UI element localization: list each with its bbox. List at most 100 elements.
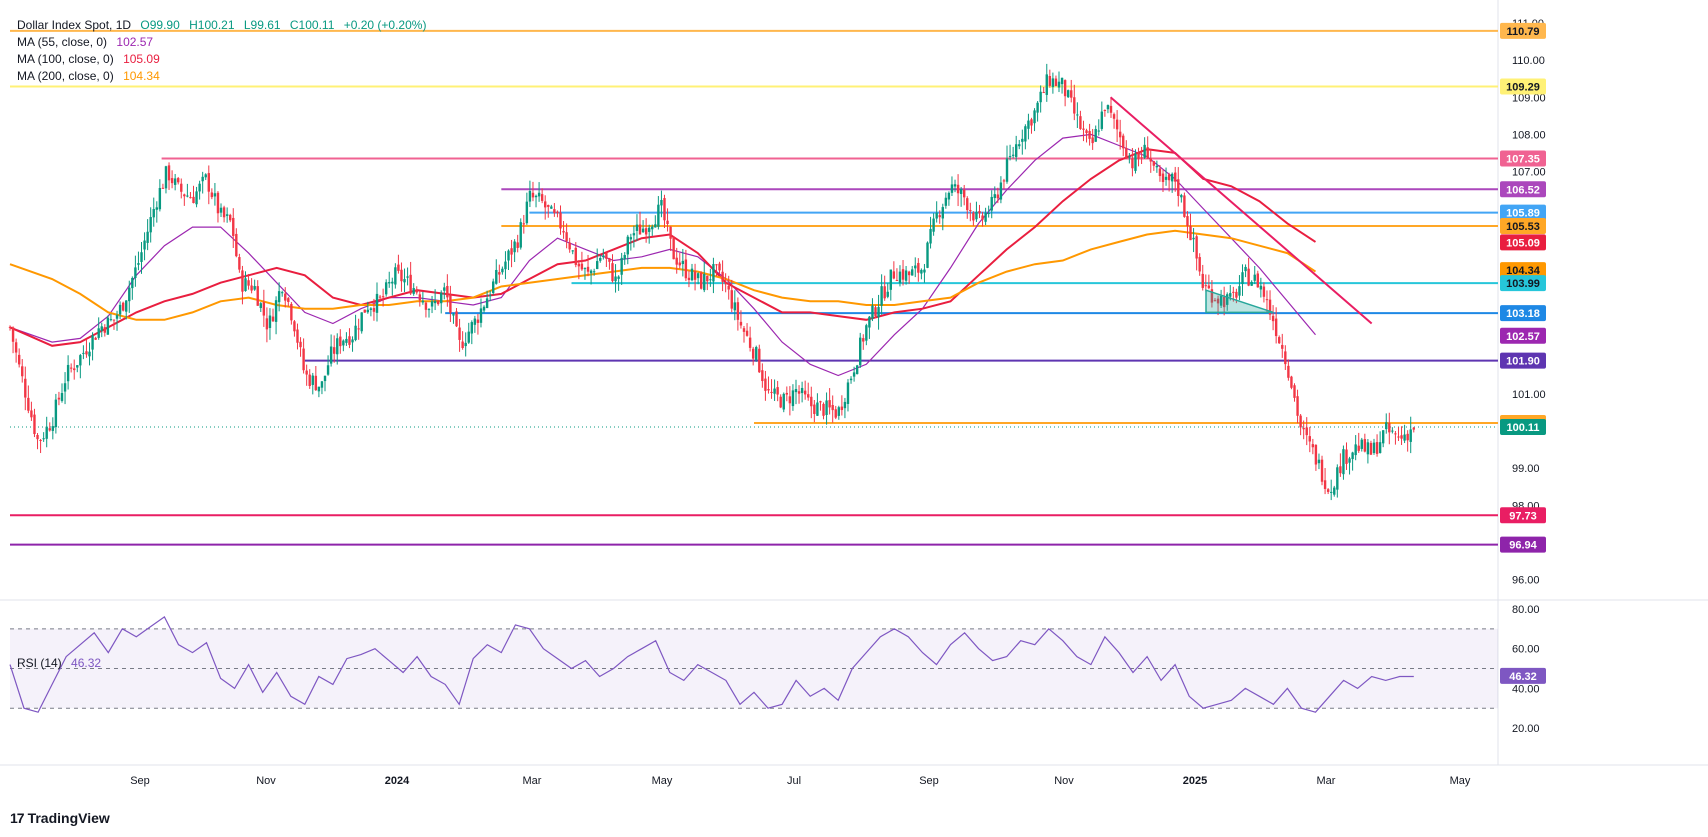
candle-body <box>88 351 91 357</box>
candle-body <box>109 319 113 321</box>
candle-body <box>1042 92 1045 94</box>
candle-body <box>314 375 318 391</box>
tradingview-icon: 17 <box>10 810 25 826</box>
candle-body <box>617 276 620 279</box>
symbol-name: Dollar Index Spot, 1D <box>17 18 132 32</box>
candle-body <box>800 387 804 394</box>
candle-body <box>525 201 529 224</box>
low-value: L99.61 <box>243 18 281 32</box>
candle-body <box>755 347 758 360</box>
candle-body <box>1060 77 1064 85</box>
candle-body <box>807 394 810 398</box>
price-axis[interactable]: 111.00110.00109.00108.00107.00101.0099.0… <box>1512 18 1546 586</box>
time-tick-label: Mar <box>523 775 542 787</box>
candle-body <box>895 280 899 282</box>
rsi-tick-label: 80.00 <box>1512 604 1540 616</box>
candle-body <box>1259 285 1263 290</box>
price-badge-label: 101.90 <box>1506 356 1540 368</box>
candle-body <box>440 292 443 304</box>
candle-body <box>528 191 532 202</box>
candle-body <box>189 197 192 199</box>
candle-body <box>235 233 238 257</box>
candle-body <box>663 198 666 221</box>
candle-body <box>210 192 214 198</box>
candle-body <box>901 269 905 280</box>
candle-body <box>39 440 42 442</box>
time-tick-label: Nov <box>256 775 276 787</box>
candle-body <box>290 303 293 321</box>
candle-body <box>436 301 440 305</box>
candle-body <box>1302 427 1305 430</box>
candle-body <box>966 198 969 211</box>
candle-body <box>504 261 507 270</box>
candle-body <box>1140 157 1143 159</box>
candle-body <box>675 257 678 265</box>
candle-body <box>488 295 492 297</box>
candle-body <box>391 281 394 284</box>
candle-body <box>550 206 553 209</box>
candle-body <box>813 404 816 414</box>
candle-body <box>271 316 275 322</box>
candle-body <box>76 365 79 368</box>
candle-body <box>647 227 651 232</box>
candle-body <box>85 351 88 355</box>
candle-body <box>1385 422 1388 430</box>
price-badge <box>1500 305 1546 322</box>
price-badge <box>1500 204 1546 221</box>
candle-body <box>280 292 284 294</box>
candle-body <box>1158 168 1162 177</box>
tradingview-logo[interactable]: 17 TradingView <box>10 810 110 826</box>
candle-body <box>1397 436 1400 438</box>
candle-body <box>519 222 522 248</box>
candle-body <box>1369 442 1373 455</box>
candle-body <box>21 366 24 377</box>
price-badge <box>1500 536 1546 553</box>
candle-body <box>629 237 633 240</box>
candle-body <box>1329 491 1333 493</box>
candle-body <box>574 247 577 265</box>
candle-body <box>1011 154 1015 156</box>
candle-body <box>1183 195 1186 217</box>
ma100-legend: MA (100, close, 0) 105.09 <box>17 51 166 68</box>
candle-body <box>865 325 868 341</box>
candle-body <box>868 316 871 328</box>
candle-body <box>935 212 938 219</box>
rsi-current-badge <box>1500 667 1546 684</box>
candle-body <box>718 263 721 271</box>
candle-body <box>1299 415 1302 428</box>
price-badge <box>1500 275 1546 292</box>
candle-body <box>651 226 654 230</box>
price-badge-label: 109.29 <box>1506 82 1540 94</box>
candle-body <box>1308 436 1311 442</box>
candle-body <box>892 271 896 279</box>
candle-body <box>999 182 1003 200</box>
candle-body <box>770 391 773 393</box>
candle-body <box>773 388 776 394</box>
candle-body <box>825 400 828 415</box>
candle-body <box>27 397 30 411</box>
candle-body <box>739 321 743 326</box>
price-tick-label: 99.00 <box>1512 463 1540 475</box>
candle-body <box>822 403 825 416</box>
candle-body <box>660 199 663 206</box>
candle-body <box>277 291 281 303</box>
candle-body <box>1076 114 1079 116</box>
candle-body <box>1024 126 1027 142</box>
candle-body <box>1134 153 1137 171</box>
candle-body <box>183 194 186 197</box>
candle-body <box>1296 396 1299 416</box>
candle-body <box>311 375 314 385</box>
candle-body <box>143 240 146 250</box>
candle-body <box>1229 293 1232 297</box>
candle-body <box>758 348 761 373</box>
candle-body <box>1219 295 1223 306</box>
candle-body <box>1152 161 1156 166</box>
candle-body <box>1274 318 1278 337</box>
time-axis[interactable]: Sep Nov 2024 Mar May Jul Sep Nov 2025 Mar May <box>130 775 1471 787</box>
candle-body <box>1161 173 1165 183</box>
price-tick-label: 108.00 <box>1512 129 1546 141</box>
price-tick-label: 96.00 <box>1512 574 1540 586</box>
time-tick-label: May <box>1450 775 1471 787</box>
candle-body <box>1213 300 1217 302</box>
